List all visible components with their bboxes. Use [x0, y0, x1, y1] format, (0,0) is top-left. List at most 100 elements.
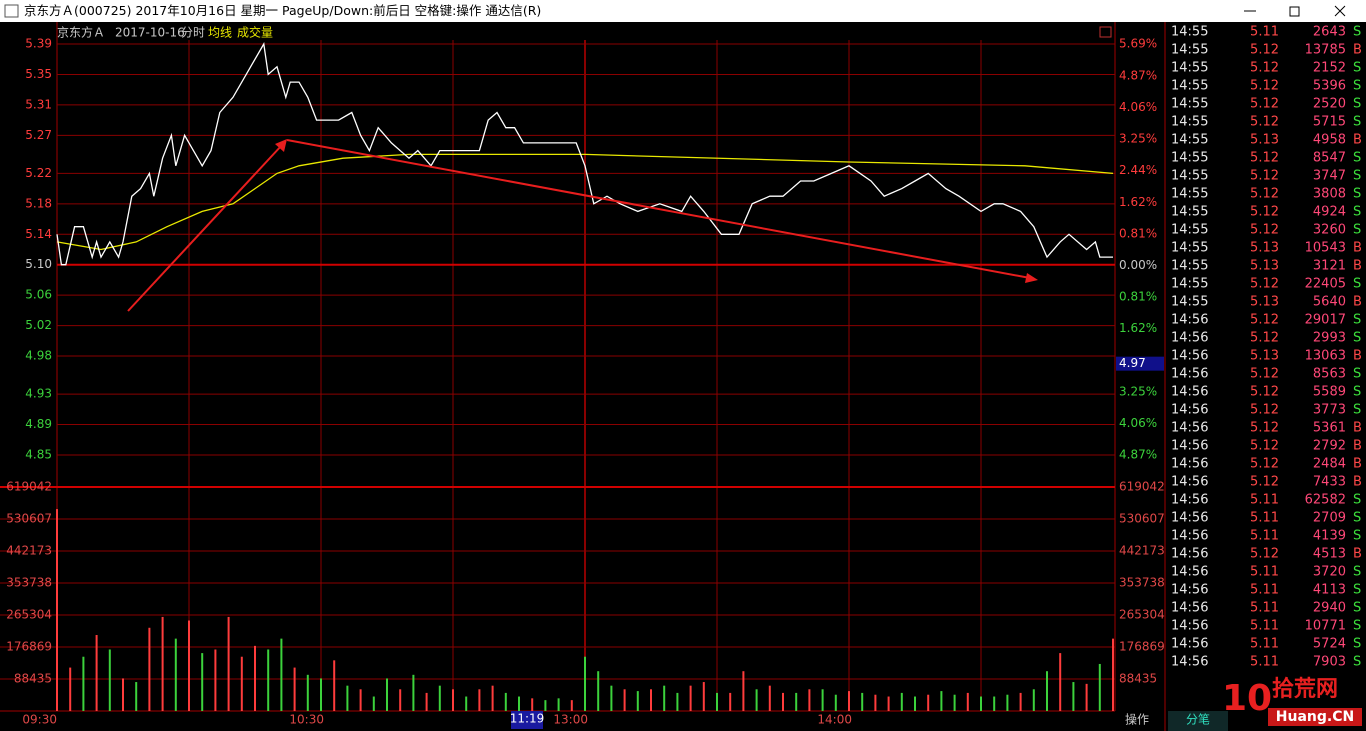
- volume-tick-label: 265304: [1119, 607, 1165, 621]
- volume-bar: [795, 692, 798, 711]
- trade-time: 14:56: [1171, 637, 1208, 652]
- trade-side: S: [1353, 205, 1361, 220]
- volume-bar: [240, 656, 243, 711]
- volume-bar: [1006, 694, 1009, 711]
- trade-volume: 5724: [1313, 637, 1346, 652]
- y-tick-label: 5.39: [25, 37, 52, 51]
- trade-volume: 5361: [1313, 421, 1346, 436]
- y2-tick-label: 4.87%: [1119, 68, 1157, 82]
- trade-time: 14:55: [1171, 43, 1208, 58]
- trade-side: S: [1353, 385, 1361, 400]
- trade-side: B: [1353, 349, 1362, 364]
- plot: 5.39 5.35 5.31 5.27 5.22 5.18 5.14 5.10 5.06 5.02…: [0, 22, 1165, 727]
- volume-bar: [412, 674, 415, 711]
- volume-bar: [267, 649, 270, 711]
- volume-bar: [676, 692, 679, 711]
- trade-volume: 29017: [1305, 313, 1346, 328]
- volume-bar: [702, 682, 705, 711]
- trade-time: 14:56: [1171, 403, 1208, 418]
- restore-button[interactable]: [1289, 6, 1300, 17]
- y-tick-label: 5.02: [25, 318, 52, 332]
- trade-volume: 62582: [1305, 493, 1346, 508]
- trade-time: 14:55: [1171, 241, 1208, 256]
- trade-side: S: [1353, 529, 1361, 544]
- y2-tick-label: 3.25%: [1119, 131, 1157, 145]
- volume-bar: [82, 656, 85, 711]
- trade-volume: 2520: [1313, 97, 1346, 112]
- volume-bar: [135, 682, 138, 711]
- tick-list: 14:55 5.11 2643 S 14:55 5.12 13785 B 14:55 5.12 21…: [1171, 25, 1362, 670]
- trade-price: 5.12: [1250, 421, 1279, 436]
- average-line: [56, 153, 1114, 251]
- trade-volume: 8547: [1313, 151, 1346, 166]
- watermark-number: 10: [1222, 678, 1272, 719]
- trade-price: 5.12: [1250, 187, 1279, 202]
- volume-bar: [755, 689, 758, 711]
- trade-side: B: [1353, 547, 1362, 562]
- arrow-up: [127, 144, 283, 312]
- y2-tick-label: 1.62%: [1119, 321, 1157, 335]
- y-tick-label: 4.85: [25, 448, 52, 462]
- volume-bar: [821, 689, 824, 711]
- trade-price: 5.11: [1250, 583, 1279, 598]
- trade-side: B: [1353, 439, 1362, 454]
- trade-time: 14:56: [1171, 655, 1208, 670]
- volume-bar: [108, 649, 111, 711]
- stock-name: 京东方Ａ: [57, 25, 105, 40]
- trade-time: 14:56: [1171, 439, 1208, 454]
- close-button[interactable]: [1334, 5, 1346, 17]
- watermark-site: Huang.CN: [1276, 709, 1354, 725]
- trade-price: 5.13: [1250, 259, 1279, 274]
- trade-time: 14:55: [1171, 187, 1208, 202]
- trade-price: 5.13: [1250, 349, 1279, 364]
- trade-price: 5.12: [1250, 331, 1279, 346]
- tab[interactable]: 分笔: [1186, 712, 1210, 727]
- volume-bar: [1085, 683, 1088, 711]
- volume-bar: [306, 674, 309, 711]
- trade-price: 5.12: [1250, 79, 1279, 94]
- cursor-time-box: [511, 711, 543, 729]
- trade-time: 14:56: [1171, 475, 1208, 490]
- panel-icon[interactable]: [1099, 26, 1112, 38]
- trade-time: 14:56: [1171, 511, 1208, 526]
- tab[interactable]: 操作: [1125, 712, 1149, 727]
- volume-bar: [874, 694, 877, 711]
- trade-side: S: [1353, 223, 1361, 238]
- volume-tick-label: 88435: [1119, 671, 1157, 685]
- volume-bar: [386, 678, 388, 711]
- trade-time: 14:55: [1171, 277, 1208, 292]
- trade-side: S: [1353, 115, 1361, 130]
- trade-volume: 8563: [1313, 367, 1346, 382]
- trade-price: 5.12: [1250, 43, 1279, 58]
- trade-volume: 3773: [1313, 403, 1346, 418]
- y-tick-label: 5.10: [25, 257, 52, 271]
- trade-side: S: [1353, 151, 1361, 166]
- trade-price: 5.11: [1250, 655, 1279, 670]
- cursor-time: 11:19: [510, 712, 545, 726]
- trade-time: 14:55: [1171, 25, 1208, 40]
- trade-time: 14:56: [1171, 421, 1208, 436]
- volume-bar: [518, 696, 520, 711]
- volume-bar: [201, 653, 204, 711]
- volume-bar: [980, 696, 982, 711]
- volume-tick-label: 353738: [6, 576, 52, 590]
- volume-tick-label: 619042: [6, 480, 52, 494]
- trade-time: 14:56: [1171, 457, 1208, 472]
- trade-time: 14:55: [1171, 223, 1208, 238]
- volume-bar: [597, 671, 600, 711]
- trade-price: 5.13: [1250, 295, 1279, 310]
- trade-volume: 2792: [1313, 439, 1346, 454]
- trade-time: 14:55: [1171, 295, 1208, 310]
- trade-volume: 5589: [1313, 385, 1346, 400]
- arrow-down: [286, 139, 1031, 279]
- trade-side: B: [1353, 457, 1362, 472]
- volume-bar: [927, 694, 930, 711]
- trade-time: 14:55: [1171, 259, 1208, 274]
- trade-volume: 4924: [1313, 205, 1346, 220]
- app-icon: [4, 4, 19, 18]
- trade-side: S: [1353, 565, 1361, 580]
- trade-side: B: [1353, 43, 1362, 58]
- volume-bar: [544, 700, 547, 711]
- trade-time: 14:56: [1171, 619, 1208, 634]
